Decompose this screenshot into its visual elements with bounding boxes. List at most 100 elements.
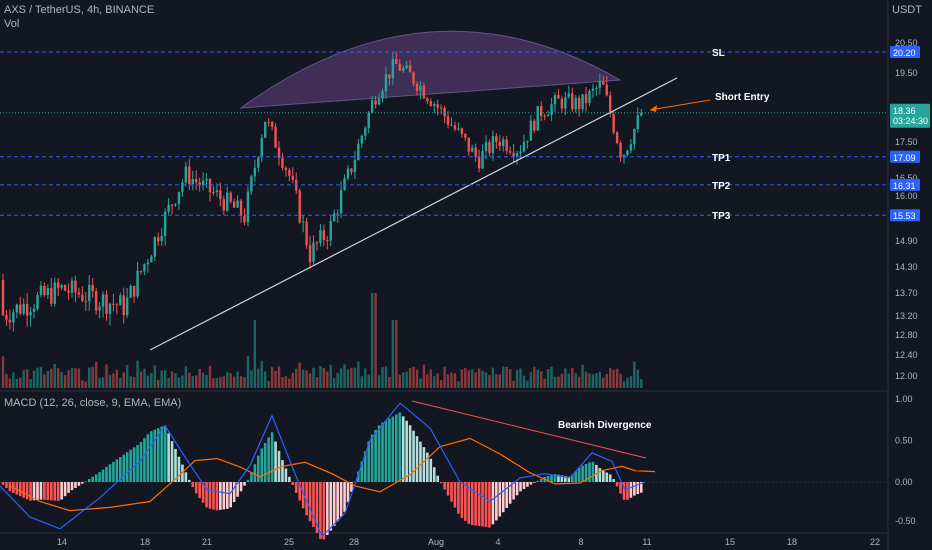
candle-body <box>212 191 215 193</box>
y-tick-label: 16.00 <box>895 191 918 201</box>
volume-bar <box>98 377 101 388</box>
macd-histogram-bar <box>360 461 364 482</box>
macd-histogram-bar <box>53 482 57 501</box>
macd-histogram-bar <box>122 454 126 482</box>
volume-bar <box>115 369 119 388</box>
candle-body <box>298 190 301 223</box>
macd-histogram-bar <box>474 482 477 526</box>
candle-body <box>267 121 270 123</box>
candle-body <box>257 157 260 168</box>
volume-bar <box>350 367 353 388</box>
volume-bar <box>39 367 43 388</box>
volume-bar <box>57 368 60 388</box>
volume-bar <box>367 374 370 388</box>
volume-bar <box>512 380 515 388</box>
y-tick-label: 13.20 <box>895 311 918 321</box>
macd-histogram-bar <box>412 430 415 482</box>
volume-bar <box>591 374 595 388</box>
macd-histogram-bar <box>115 459 119 482</box>
candle-body <box>63 285 67 291</box>
candle-body <box>581 94 584 109</box>
candle-body <box>226 192 229 211</box>
macd-histogram-bar <box>415 436 419 482</box>
volume-bar <box>374 293 377 388</box>
volume-bar <box>419 378 422 388</box>
candle-body <box>536 106 539 131</box>
trend-line <box>149 77 678 351</box>
candle-body <box>405 65 408 68</box>
candle-body <box>491 136 495 154</box>
candle-body <box>484 142 488 152</box>
candle-body <box>422 85 426 99</box>
candle-body <box>70 280 74 293</box>
volume-bar <box>357 361 360 388</box>
candle-body <box>326 239 329 241</box>
macd-histogram-bar <box>212 482 215 510</box>
candle-body <box>350 168 353 172</box>
volume-bar <box>181 375 184 388</box>
macd-histogram-bar <box>526 482 529 487</box>
volume-bar <box>5 373 8 388</box>
x-tick-label: 11 <box>642 537 651 547</box>
volume-bar <box>515 369 519 388</box>
macd-histogram-bar <box>8 482 12 492</box>
candle-body <box>512 152 515 157</box>
volume-bar <box>291 372 294 388</box>
macd-histogram-bar <box>298 482 301 501</box>
volume-bar <box>598 371 602 388</box>
macd-histogram-bar <box>219 482 222 510</box>
candle-body <box>367 112 370 129</box>
candle-body <box>598 80 602 88</box>
volume-bar <box>550 366 553 388</box>
macd-histogram-bar <box>291 482 295 486</box>
volume-bar <box>629 376 633 388</box>
volume-bar <box>212 378 215 388</box>
short-entry-arrow <box>649 99 711 111</box>
volume-bar <box>70 367 74 388</box>
volume-bar <box>415 369 419 388</box>
candle-body <box>39 285 43 295</box>
x-tick-label: 25 <box>284 537 294 547</box>
candle-body <box>412 72 415 84</box>
candle-body <box>264 121 267 138</box>
candle-body <box>502 139 505 146</box>
volume-bar <box>163 370 167 388</box>
candle-body <box>195 179 198 183</box>
candle-body <box>219 190 222 200</box>
volume-bar <box>370 293 374 388</box>
macd-histogram-bar <box>288 476 291 482</box>
macd-histogram-bar <box>188 479 191 482</box>
macd-histogram-bar <box>50 482 53 501</box>
volume-bar <box>260 360 263 388</box>
candle-body <box>577 97 581 109</box>
macd-histogram-bar <box>105 466 108 482</box>
volume-bar <box>519 368 522 388</box>
macd-histogram-bar <box>591 461 595 482</box>
volume-bar <box>91 366 94 388</box>
volume-bar <box>405 371 408 388</box>
candle-body <box>505 139 508 151</box>
candle-body <box>277 147 281 158</box>
volume-bar <box>81 380 84 388</box>
macd-histogram-bar <box>56 482 60 501</box>
volume-bar <box>132 377 136 388</box>
volume-bar <box>232 376 236 388</box>
volume-bar <box>605 374 608 388</box>
candle-body <box>208 178 212 192</box>
candle-body <box>553 94 557 105</box>
macd-histogram-bar <box>270 432 274 482</box>
candle-body <box>443 108 446 117</box>
candle-body <box>119 295 122 306</box>
macd-histogram-bar <box>177 456 181 482</box>
volume-bar <box>219 377 222 388</box>
volume-bar <box>205 374 208 388</box>
macd-histogram-bar <box>191 482 195 488</box>
macd-histogram-bar <box>222 482 226 510</box>
volume-bar <box>388 376 391 388</box>
volume-bar <box>522 375 526 388</box>
candle-body <box>19 304 22 314</box>
macd-histogram-bar <box>108 464 112 482</box>
macd-line <box>0 402 646 538</box>
volume-bar <box>488 375 491 388</box>
